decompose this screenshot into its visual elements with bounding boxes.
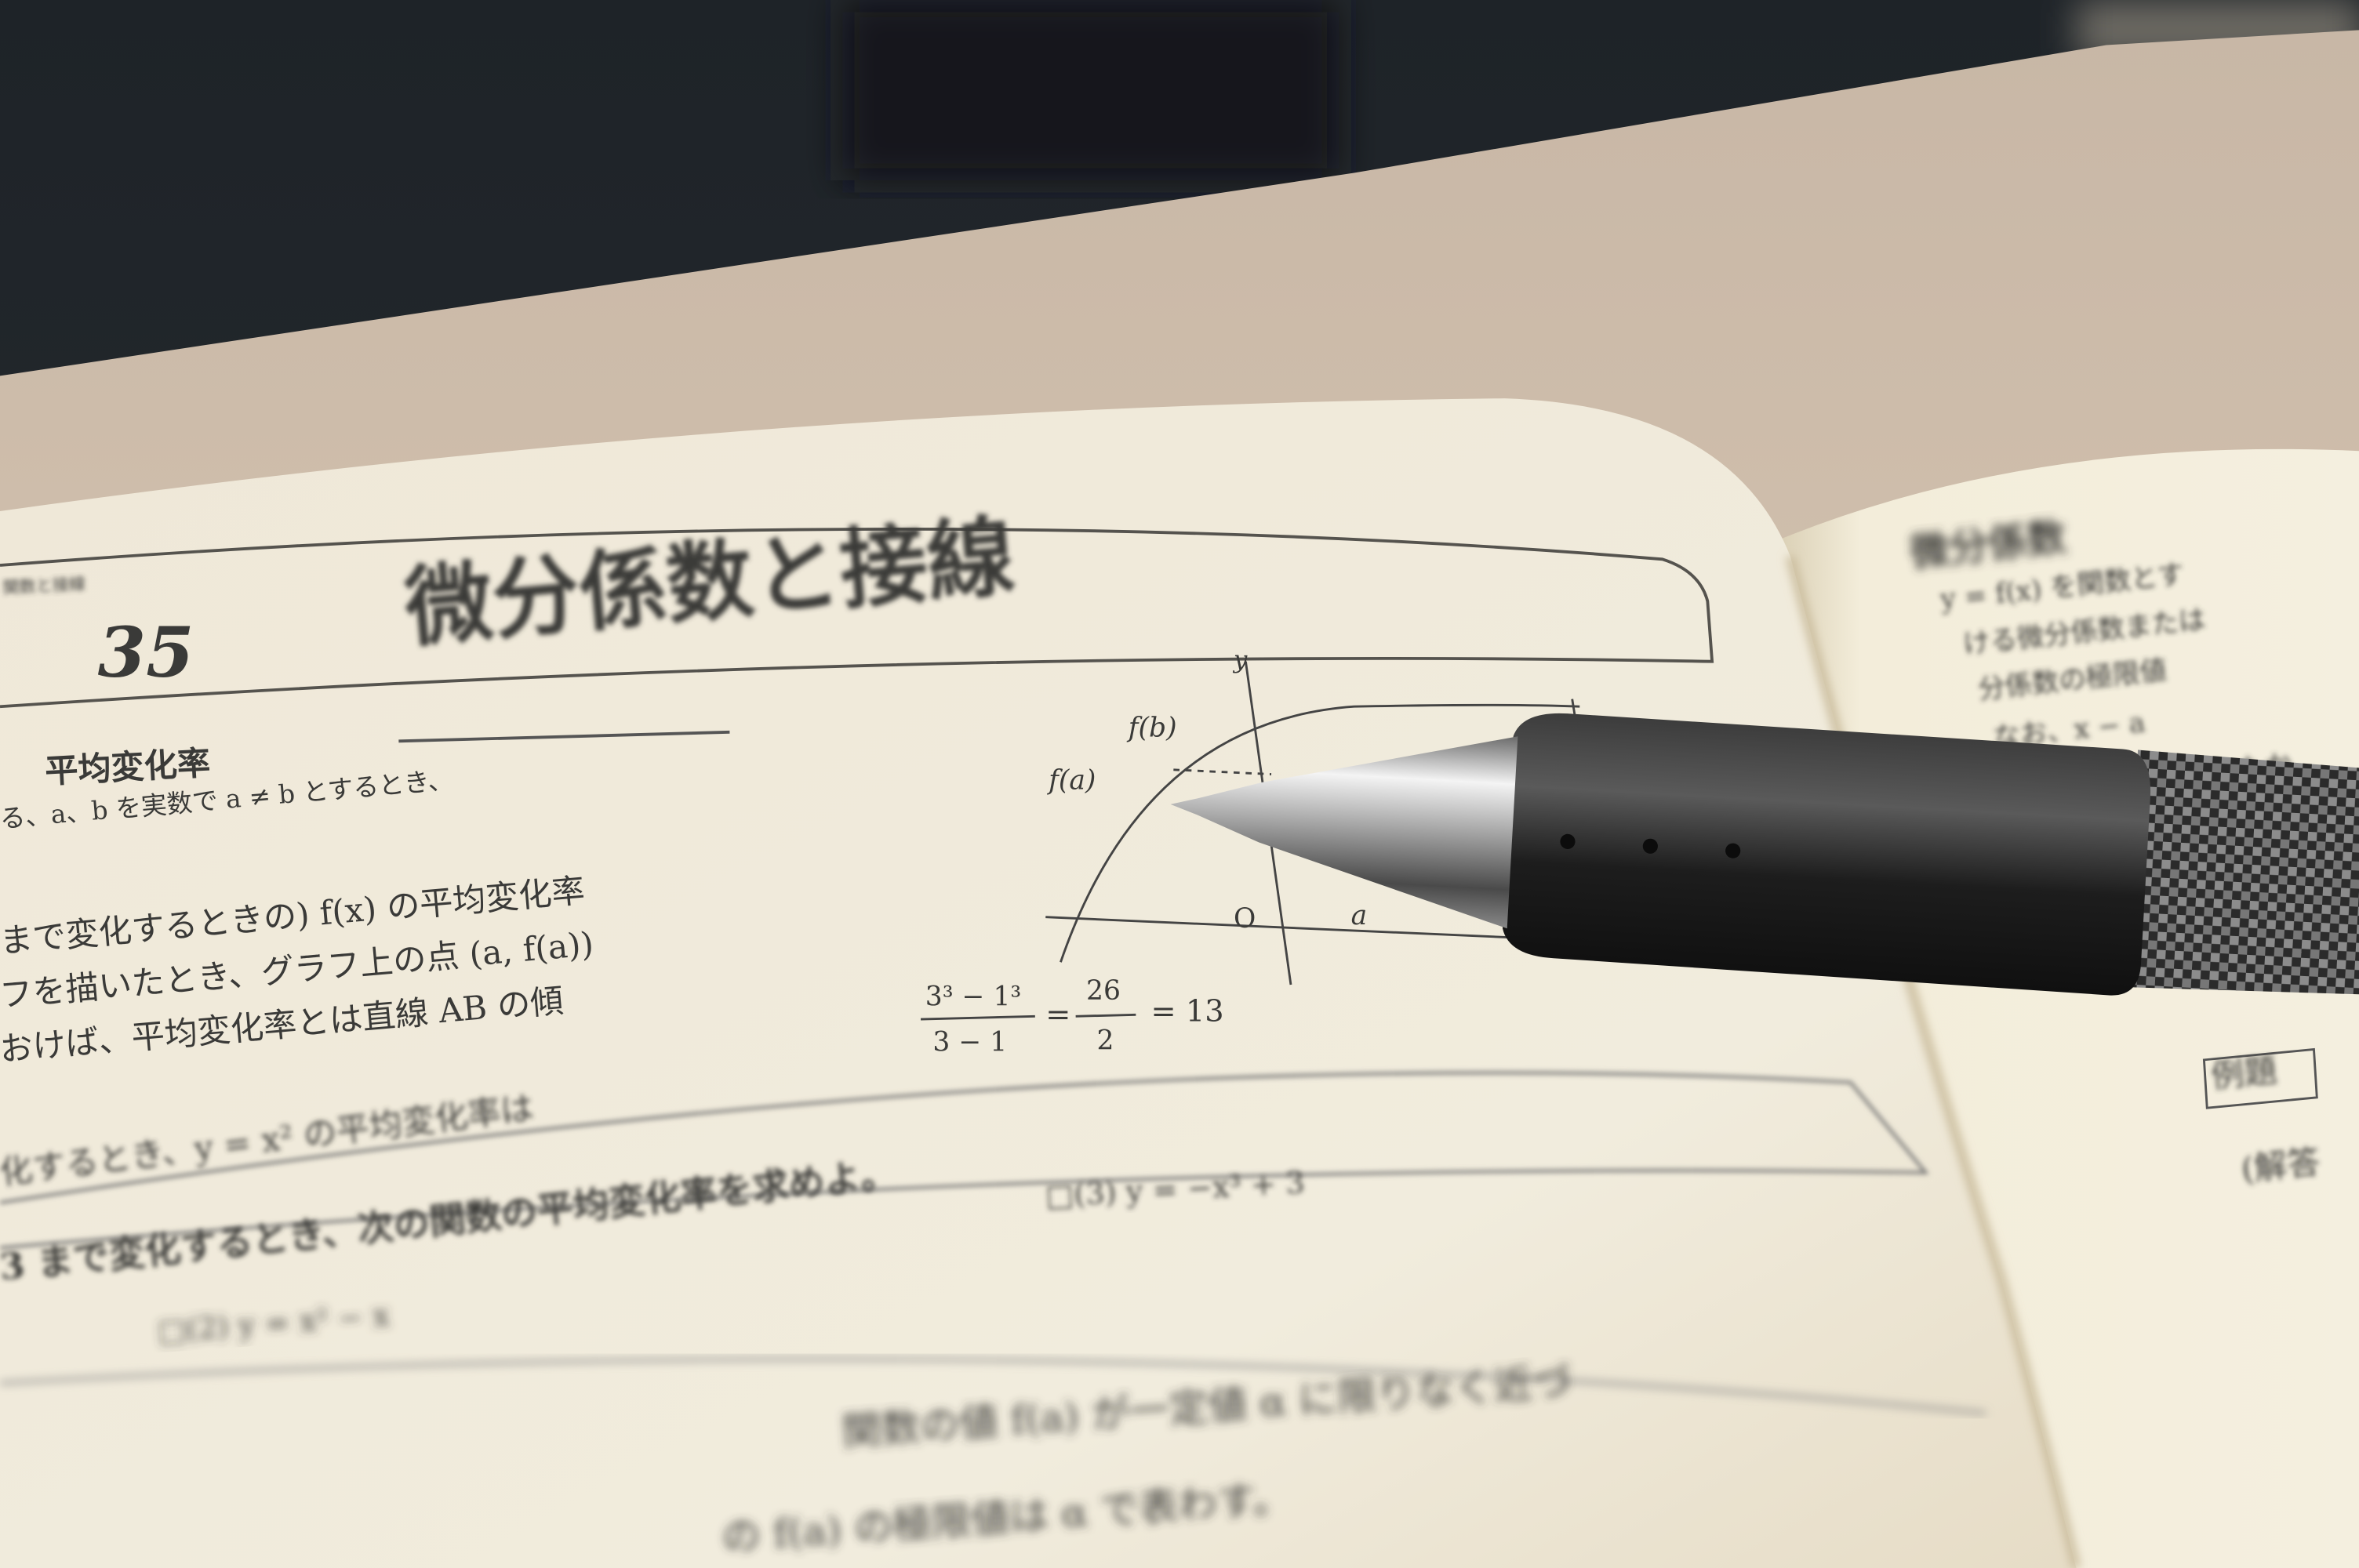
pen xyxy=(1170,713,2359,996)
box-rule xyxy=(0,1071,1929,1250)
heading: 平均変化率 xyxy=(44,743,211,791)
formula: 3 − 1 xyxy=(932,1026,1007,1058)
section-number: 35 xyxy=(98,612,194,693)
right-page xyxy=(1772,448,2359,1568)
grip-dots xyxy=(1560,833,1741,858)
graph-label: a xyxy=(1351,900,1368,931)
graph-label: f(a) xyxy=(1046,765,1096,797)
formula: = 13 xyxy=(1151,993,1224,1029)
graph-label: y xyxy=(1232,647,1248,674)
left-page xyxy=(0,398,2077,1568)
background-objects xyxy=(842,0,2359,181)
graph-label: f(b) xyxy=(1126,713,1177,744)
running-head: 関数と接線 xyxy=(2,574,86,597)
fraction-bars xyxy=(921,1013,1136,1021)
answer-label: (解答 xyxy=(2239,1142,2321,1189)
pen-grip xyxy=(1502,713,2151,996)
formula: = xyxy=(1045,996,1070,1032)
formula: 2 xyxy=(1096,1025,1114,1056)
heading-rule xyxy=(398,730,730,743)
formula: 26 xyxy=(1086,975,1121,1007)
example-box xyxy=(2202,1047,2318,1109)
example-label: 例題 xyxy=(2209,1051,2279,1096)
title-box xyxy=(0,527,1714,709)
pen-cone xyxy=(1170,736,1518,929)
formula: 3³ − 1³ xyxy=(925,982,1021,1013)
graph-label: O xyxy=(1234,903,1256,935)
pen-barrel xyxy=(2125,750,2359,995)
box-rule-lower xyxy=(0,1357,1986,1415)
